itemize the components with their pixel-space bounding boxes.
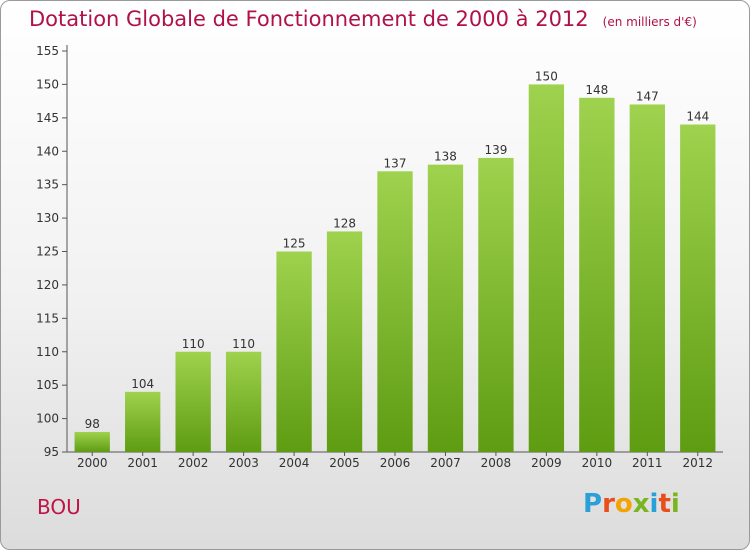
data-label-2009: 150	[535, 69, 558, 83]
bar-2012	[680, 124, 716, 453]
y-tick-label: 100	[36, 412, 59, 426]
commune-name: BOU	[37, 495, 81, 519]
data-label-2000: 98	[85, 417, 100, 431]
bar-2004	[276, 251, 312, 452]
logo-letter: t	[658, 489, 671, 519]
y-tick-label: 105	[36, 378, 59, 392]
x-tick-label-2002: 2002	[178, 456, 209, 470]
y-tick-label: 95	[44, 445, 59, 459]
bar-2007	[427, 164, 464, 452]
chart-bars	[74, 84, 716, 453]
data-label-2006: 137	[384, 156, 407, 170]
y-tick-label: 140	[36, 144, 59, 158]
y-tick-label: 150	[36, 77, 59, 91]
x-tick-label-2006: 2006	[380, 456, 411, 470]
x-tick-label-2007: 2007	[430, 456, 461, 470]
data-label-2002: 110	[182, 337, 205, 351]
chart-title-main: Dotation Globale de Fonctionnement de 20…	[29, 7, 589, 31]
data-label-2003: 110	[232, 337, 255, 351]
chart-axes: 95 100 105 110 115 120 125 130 135 140 145 150 155 20…	[36, 44, 723, 470]
x-tick-label-2011: 2011	[632, 456, 663, 470]
logo-letter: o	[614, 489, 633, 519]
data-label-2011: 147	[636, 89, 659, 103]
y-tick-label: 135	[36, 178, 59, 192]
logo-letter: i	[670, 489, 680, 519]
proxiti-logo: Proxiti	[583, 489, 680, 519]
data-label-2008: 139	[484, 143, 507, 157]
bar-2003	[225, 351, 262, 452]
bar-2011	[629, 104, 665, 452]
chart-title: Dotation Globale de Fonctionnement de 20…	[29, 7, 697, 31]
x-tick-label-2009: 2009	[531, 456, 562, 470]
x-tick-label-2005: 2005	[329, 456, 360, 470]
x-tick-label-2001: 2001	[127, 456, 158, 470]
x-tick-label-2004: 2004	[279, 456, 310, 470]
bar-2005	[326, 231, 363, 452]
bar-2001	[125, 391, 161, 452]
data-label-2001: 104	[131, 377, 154, 391]
data-label-2007: 138	[434, 150, 457, 164]
logo-letter: x	[632, 489, 650, 519]
data-label-2012: 144	[686, 110, 709, 124]
y-tick-label: 130	[36, 211, 59, 225]
bar-2000	[74, 431, 110, 452]
chart-unit-note: (en milliers d'€)	[602, 15, 697, 29]
chart-data-labels: 98 104 110 110 125 128 137 138 139 150 148 147 144	[85, 69, 710, 431]
bar-2008	[478, 157, 514, 452]
logo-letter: P	[583, 489, 603, 519]
data-label-2004: 125	[283, 237, 306, 251]
x-tick-label-2012: 2012	[682, 456, 713, 470]
logo-letter: i	[649, 489, 659, 519]
x-tick-label-2008: 2008	[481, 456, 512, 470]
bar-2002	[175, 351, 211, 452]
y-tick-label: 125	[36, 245, 59, 259]
logo-letter: r	[602, 489, 615, 519]
y-tick-label: 120	[36, 278, 59, 292]
y-tick-label: 115	[36, 311, 59, 325]
y-tick-label: 155	[36, 44, 59, 58]
bar-2009	[528, 84, 565, 453]
data-label-2010: 148	[585, 83, 608, 97]
x-tick-label-2003: 2003	[228, 456, 259, 470]
bar-2006	[377, 171, 413, 453]
bar-2010	[579, 97, 615, 453]
data-label-2005: 128	[333, 216, 356, 230]
y-tick-label: 110	[36, 345, 59, 359]
x-tick-label-2010: 2010	[582, 456, 613, 470]
y-tick-label: 145	[36, 111, 59, 125]
x-tick-label-2000: 2000	[77, 456, 108, 470]
